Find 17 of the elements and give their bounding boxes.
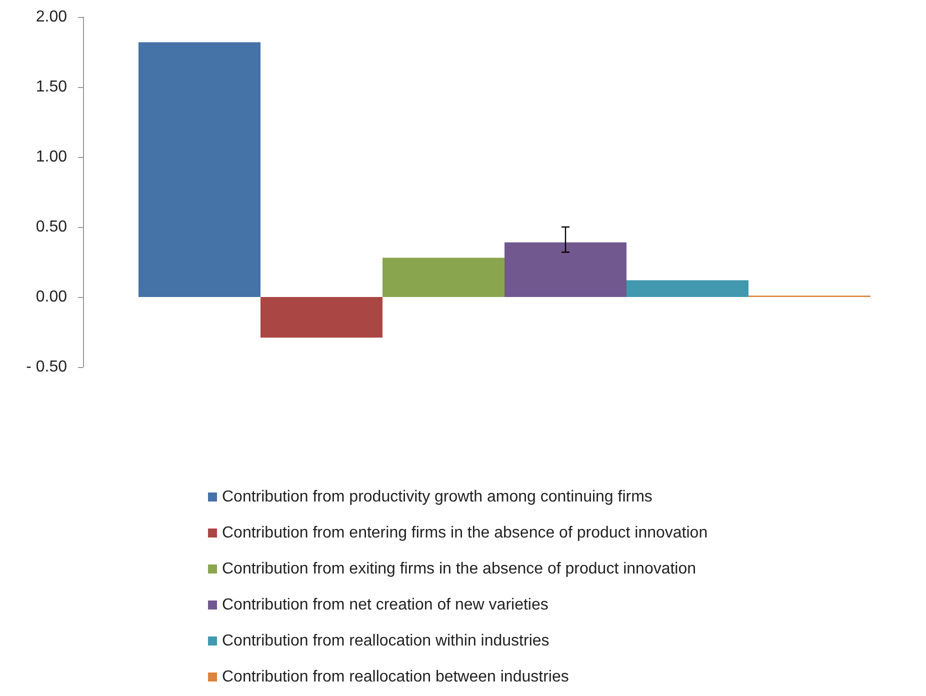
bar (260, 297, 382, 338)
legend-label: Contribution from entering firms in the absence of product innovation (222, 524, 708, 542)
y-tick-label: - 0.50 (26, 358, 68, 376)
legend-label: Contribution from exiting firms in the absence of product innovation (222, 560, 696, 578)
y-tick-label: 2.00 (36, 8, 68, 26)
y-tick-label: 0.00 (36, 288, 68, 306)
bar (382, 258, 504, 297)
legend-label: Contribution from net creation of new varieties (222, 596, 548, 614)
legend-label: Contribution from reallocation within industries (222, 632, 550, 650)
bar (626, 280, 748, 297)
y-tick-label: 1.50 (36, 78, 68, 96)
bar (138, 42, 260, 297)
y-tick-label: 0.50 (36, 218, 68, 236)
legend-label: Contribution from reallocation between industries (222, 668, 569, 686)
legend-label: Contribution from productivity growth among continuing firms (222, 488, 652, 506)
bar (504, 242, 626, 297)
y-tick-label: 1.00 (36, 148, 68, 166)
